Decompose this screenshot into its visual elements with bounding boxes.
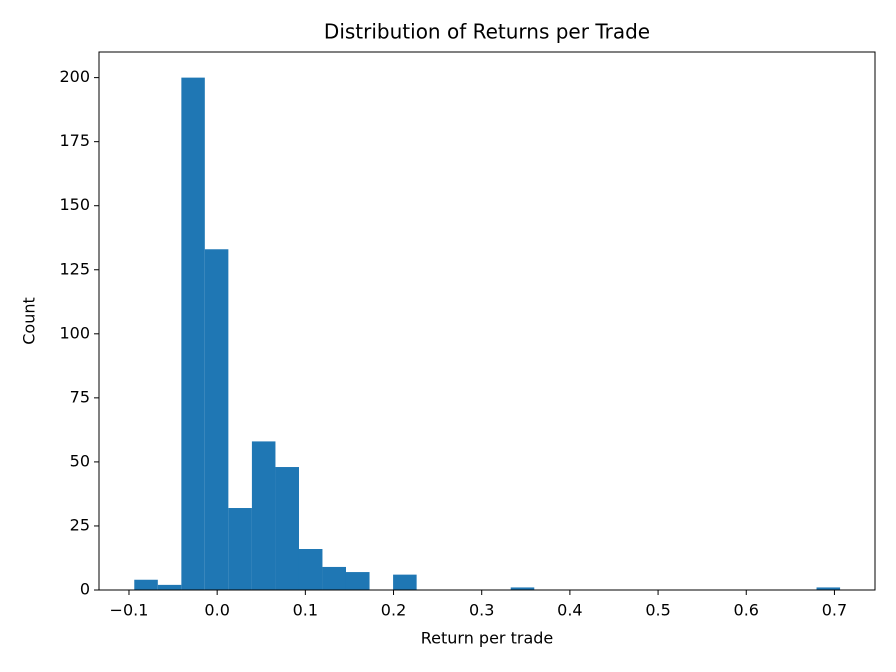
- bar: [228, 508, 252, 590]
- x-tick-label: 0.5: [645, 601, 670, 620]
- y-tick-label: 200: [59, 67, 90, 86]
- x-tick-label: 0.2: [381, 601, 406, 620]
- bar: [275, 467, 299, 590]
- x-tick-label: 0.6: [734, 601, 759, 620]
- x-tick-label: 0.3: [469, 601, 494, 620]
- x-tick-label: −0.1: [110, 601, 149, 620]
- bar: [298, 549, 323, 590]
- bar: [157, 584, 182, 590]
- x-tick-label: 0.0: [204, 601, 229, 620]
- y-tick-label: 25: [70, 515, 90, 534]
- bar: [251, 441, 276, 590]
- x-tick-label: 0.1: [293, 601, 318, 620]
- chart-title: Distribution of Returns per Trade: [324, 20, 650, 44]
- y-tick-label: 0: [80, 580, 90, 599]
- y-tick-label: 75: [70, 387, 90, 406]
- x-tick-label: 0.4: [557, 601, 582, 620]
- bar: [322, 566, 346, 590]
- bar: [510, 587, 535, 590]
- y-tick-label: 125: [59, 259, 90, 278]
- bar: [204, 249, 229, 590]
- bar: [393, 574, 417, 590]
- x-tick-label: 0.7: [822, 601, 847, 620]
- y-tick-label: 50: [70, 451, 90, 470]
- y-tick-label: 100: [59, 323, 90, 342]
- plot-frame: [98, 51, 876, 591]
- y-tick-label: 175: [59, 131, 90, 150]
- bar: [345, 572, 370, 590]
- y-tick-label: 150: [59, 195, 90, 214]
- y-axis-label: Count: [20, 297, 39, 345]
- x-axis-label: Return per trade: [421, 629, 554, 648]
- bar: [134, 579, 158, 590]
- bar: [816, 587, 841, 590]
- bar: [181, 77, 205, 591]
